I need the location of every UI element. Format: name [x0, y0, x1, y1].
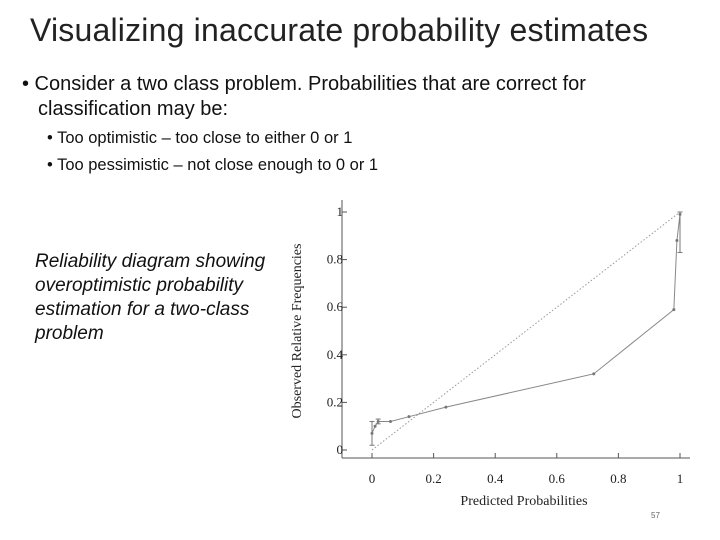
x-tick-label: 0.4	[487, 471, 504, 486]
sub-bullet-optimistic: • Too optimistic – too close to either 0…	[47, 129, 353, 147]
y-axis-label: Observed Relative Frequencies	[290, 244, 305, 419]
x-axis-label: Predicted Probabilities	[460, 494, 587, 509]
data-point	[407, 415, 411, 419]
y-tick-label: 0.2	[327, 394, 343, 409]
estimate-series-line	[371, 214, 681, 434]
data-point	[388, 419, 392, 423]
diagram-caption: Reliability diagram showing overoptimist…	[35, 251, 266, 344]
x-tick-label: 0	[369, 471, 376, 486]
slide-title: Visualizing inaccurate probability estim…	[30, 12, 649, 48]
y-tick-label: 0.8	[327, 252, 343, 267]
page-number: 57	[651, 511, 660, 520]
data-point	[444, 405, 448, 409]
bullet-main: • Consider a two class problem. Probabil…	[22, 73, 586, 120]
data-point	[592, 372, 596, 376]
sub-bullet-pessimistic: • Too pessimistic – not close enough to …	[47, 156, 379, 174]
y-tick-label: 0.4	[327, 347, 344, 362]
data-point	[675, 239, 679, 243]
x-tick-label: 0.2	[425, 471, 441, 486]
x-tick-label: 1	[677, 471, 684, 486]
data-point	[373, 424, 377, 428]
y-tick-label: 0.6	[327, 299, 344, 314]
y-tick-label: 1	[337, 204, 344, 219]
data-point	[672, 308, 676, 312]
x-tick-label: 0.8	[610, 471, 626, 486]
y-tick-label: 0	[337, 442, 344, 457]
x-tick-label: 0.6	[549, 471, 566, 486]
